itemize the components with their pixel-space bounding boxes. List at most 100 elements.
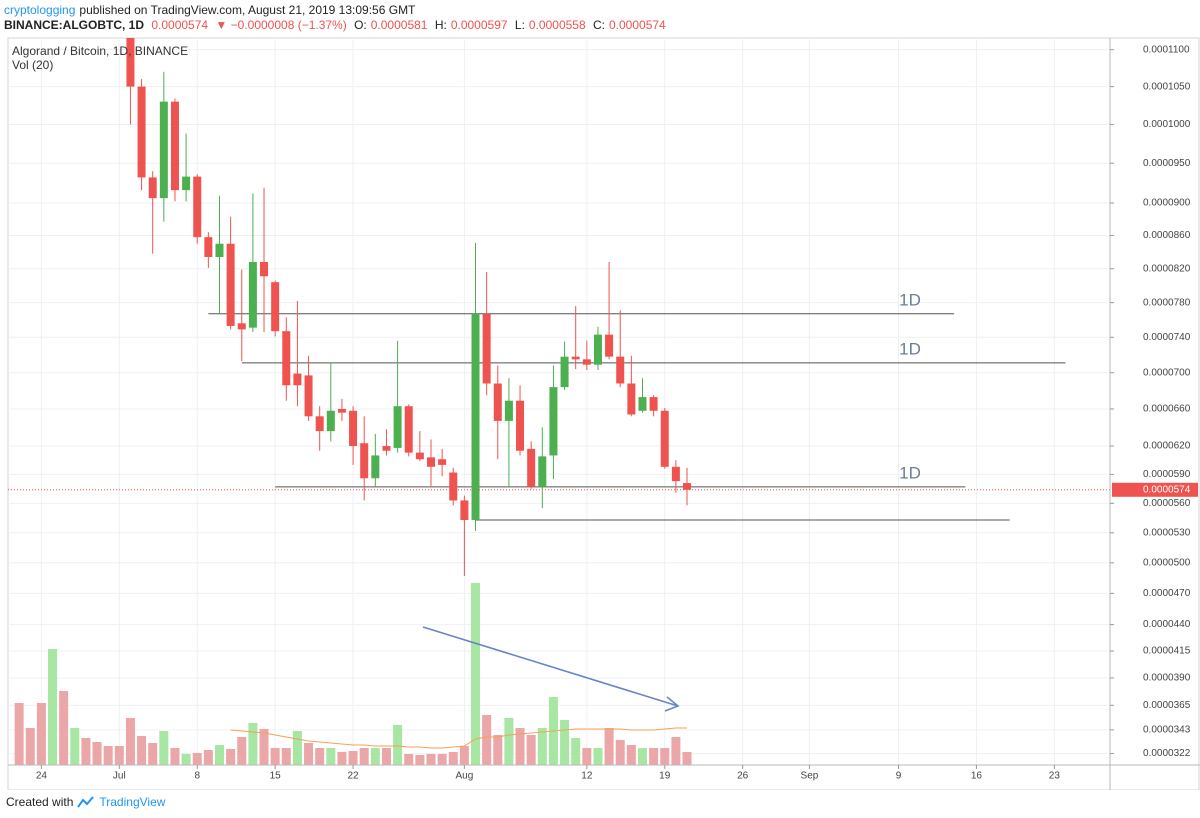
volume-bar xyxy=(304,743,314,765)
volume-bar xyxy=(315,748,325,765)
volume-bar xyxy=(404,754,414,765)
volume-bar xyxy=(526,735,536,765)
x-tick-label: 12 xyxy=(581,771,593,782)
level-label: 1D xyxy=(899,339,921,358)
volume-bar xyxy=(448,752,458,765)
volume-bar xyxy=(537,728,547,765)
x-tick-label: 22 xyxy=(348,771,360,782)
candle-body xyxy=(182,176,191,191)
chart: 1D 1D 1D 0.0001100 0.0001050 0.0001000 0.0000… xyxy=(7,37,1200,790)
candle-body xyxy=(460,500,469,520)
candle-body xyxy=(671,466,680,482)
candle-body xyxy=(415,452,424,460)
y-tick-label: 0.0000590 xyxy=(1143,469,1191,480)
axes: 0.0001100 0.0001050 0.0001000 0.0000950 0.00… xyxy=(36,44,1198,782)
volume-bar xyxy=(571,738,581,765)
ohlc-key: C: xyxy=(593,18,605,32)
volume-bar xyxy=(281,748,291,765)
ohlc-key: O: xyxy=(354,18,367,32)
footer-text: Created with xyxy=(6,795,74,809)
volume-bar xyxy=(615,740,625,765)
candle-body xyxy=(226,243,235,326)
footer: Created with TradingView xyxy=(6,795,165,809)
x-tick-label: 23 xyxy=(1049,771,1061,782)
symbol-line: BINANCE:ALGOBTC, 1D 0.0000574 ▼ −0.00000… xyxy=(4,18,670,32)
candle-body xyxy=(482,313,491,384)
volume-bar xyxy=(660,748,670,765)
candle-body xyxy=(126,38,135,87)
volume-bar xyxy=(426,754,436,765)
volume-bar xyxy=(593,748,603,765)
candle-body xyxy=(683,483,692,490)
ohlc-key: L: xyxy=(514,18,525,32)
candle-body xyxy=(605,334,614,357)
x-tick-label: Sep xyxy=(801,771,819,782)
candle-body xyxy=(337,408,346,413)
candle-body xyxy=(504,400,513,421)
y-tick-label: 0.0000820 xyxy=(1143,263,1191,274)
trend-arrow xyxy=(422,626,680,712)
symbol: BINANCE:ALGOBTC, 1D xyxy=(4,18,144,32)
candle-body xyxy=(649,397,658,411)
volume-bar xyxy=(214,745,224,765)
volume-bar xyxy=(493,735,503,765)
y-tick-label: 0.0000343 xyxy=(1143,724,1191,735)
candle-body xyxy=(349,410,358,447)
candle-body xyxy=(593,334,602,365)
candle-body xyxy=(638,397,647,411)
author[interactable]: cryptologging xyxy=(4,3,76,17)
candle-body xyxy=(571,356,580,360)
footer-brand[interactable]: TradingView xyxy=(99,795,166,809)
x-tick-label: 16 xyxy=(971,771,983,782)
candle-body xyxy=(382,446,391,451)
volume-bar xyxy=(59,691,69,765)
candle-body xyxy=(137,86,146,178)
y-tick-label: 0.0000415 xyxy=(1143,646,1191,657)
volume-bar xyxy=(626,745,636,765)
volume-bar xyxy=(137,736,147,765)
ohlc-value: 0.0000581 xyxy=(370,18,428,32)
volume-bar xyxy=(459,746,469,765)
volume-bar xyxy=(48,649,58,765)
candle-body xyxy=(215,243,224,257)
candle-body xyxy=(304,375,313,417)
volume-bar xyxy=(381,748,391,765)
volume-bar xyxy=(14,703,24,765)
candle-body xyxy=(527,448,536,487)
y-tick-label: 0.0000365 xyxy=(1143,700,1191,711)
x-tick-label: 26 xyxy=(737,771,749,782)
volume-bar xyxy=(270,748,280,765)
candle-body xyxy=(538,456,547,487)
x-tick-label: 9 xyxy=(896,771,902,782)
candle-body xyxy=(560,356,569,388)
candle-body xyxy=(170,101,179,191)
last: 0.0000574 xyxy=(151,18,209,32)
volume-bar xyxy=(671,737,681,765)
volume-legend: Vol (20) xyxy=(12,58,53,72)
y-tick-label: 0.0000322 xyxy=(1143,748,1191,759)
candle-body xyxy=(516,400,525,451)
level-lines: 1D 1D 1D xyxy=(208,290,1066,521)
publish-line: cryptologging published on TradingView.co… xyxy=(4,3,419,17)
y-tick-label: 0.0000470 xyxy=(1143,588,1191,599)
candle-body xyxy=(315,416,324,432)
candle-body xyxy=(237,323,246,330)
last-price-box xyxy=(1112,482,1198,497)
candle-body xyxy=(426,457,435,467)
candle-body xyxy=(404,406,413,453)
candle-body xyxy=(159,101,168,199)
volume-bar xyxy=(203,750,213,765)
volume-pane xyxy=(14,583,692,765)
volume-bar xyxy=(337,752,347,765)
volume-bar xyxy=(604,728,614,765)
chart-frame xyxy=(7,37,1200,790)
x-tick-label: Jul xyxy=(113,771,126,782)
candle-body xyxy=(360,443,369,479)
y-tick-label: 0.0000860 xyxy=(1143,230,1191,241)
y-tick-label: 0.0000560 xyxy=(1143,498,1191,509)
y-tick-label: 0.0001100 xyxy=(1143,44,1190,55)
volume-bar xyxy=(393,725,403,765)
published: published on TradingView.com, August 21,… xyxy=(79,3,416,17)
candle-body xyxy=(282,331,291,386)
